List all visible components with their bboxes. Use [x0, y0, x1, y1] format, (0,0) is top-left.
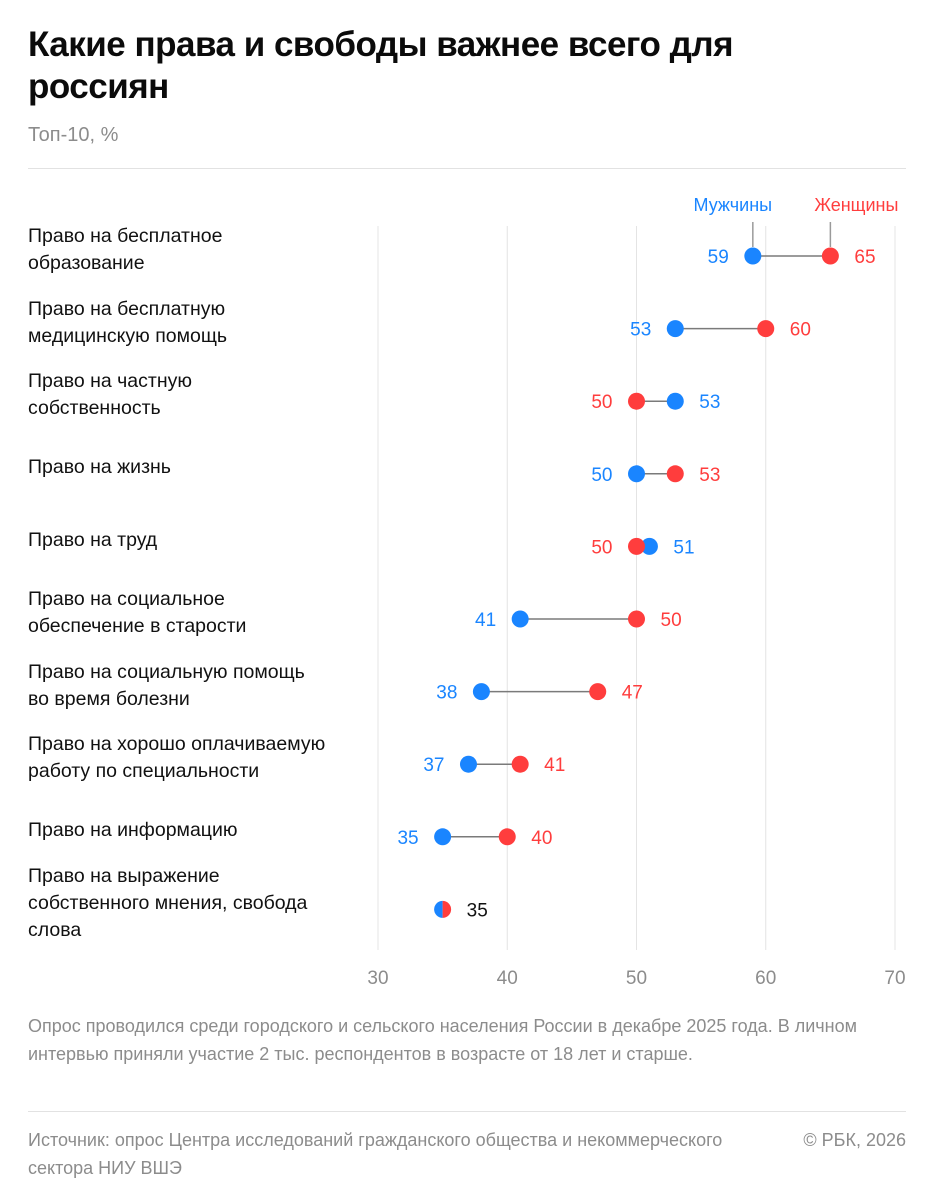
x-tick-label-60: 60 — [755, 968, 776, 989]
value-label-women-8: 40 — [531, 828, 552, 849]
value-label-men-5: 41 — [475, 610, 496, 631]
row-label-7: Право на хорошо оплачиваемую работу по сп… — [28, 731, 368, 785]
value-label-men-1: 53 — [630, 320, 651, 341]
x-tick-label-70: 70 — [884, 968, 905, 989]
value-label-women-0: 65 — [854, 247, 875, 268]
row-label-8: Право на информацию — [28, 817, 368, 844]
value-label-women-2: 50 — [591, 392, 612, 413]
row-label-line: слова — [28, 918, 82, 941]
value-label-men-6: 38 — [436, 683, 457, 704]
x-tick-label-50: 50 — [626, 968, 647, 989]
row-label-4: Право на труд — [28, 527, 368, 554]
row-label-line: работу по специальности — [28, 760, 260, 783]
row-label-line: Право на выражение — [28, 864, 220, 887]
bottom-divider — [28, 1111, 906, 1112]
row-label-line: Право на жизнь — [28, 456, 171, 479]
row-label-2: Право на частную собственность — [28, 368, 368, 422]
dot-men-7 — [459, 755, 477, 773]
chart-subtitle: Топ-10, % — [28, 124, 119, 146]
source-text: Источник: опрос Центра исследований граж… — [28, 1130, 723, 1178]
row-label-line: обеспечение в старости — [28, 615, 247, 637]
dot-men-0 — [744, 247, 762, 265]
row-label-line: Право на бесплатное — [28, 225, 223, 247]
value-label-women-6: 47 — [622, 683, 643, 704]
copyright: © РБК, 2026 — [803, 1130, 906, 1150]
row-label-line: Право на труд — [28, 528, 158, 551]
row-label-1: Право на бесплатную медицинскую помощь — [28, 296, 368, 350]
dot-men-2 — [666, 392, 684, 410]
row-label-line: Право на частную — [28, 370, 192, 393]
x-tick-label-40: 40 — [497, 968, 518, 989]
dot-men-6 — [472, 683, 490, 701]
row-label-line: Право на информацию — [28, 819, 238, 842]
dot-tie-women-9 — [442, 900, 452, 918]
dot-women-8 — [498, 828, 516, 846]
row-label-line: Право на социальную помощь — [28, 660, 305, 683]
survey-note: Опрос проводился среди городского и сель… — [28, 1016, 857, 1064]
dot-women-2 — [628, 392, 645, 410]
row-label-line: во время болезни — [28, 687, 190, 710]
dot-men-4 — [640, 537, 658, 555]
dot-women-3 — [666, 465, 684, 483]
dot-women-0 — [821, 247, 839, 265]
row-label-line: собственного мнения, свобода — [28, 891, 308, 914]
row-label-9: Право на выражение собственного мнения, с… — [28, 863, 368, 944]
top-divider — [28, 168, 906, 169]
row-label-3: Право на жизнь — [28, 454, 368, 481]
value-label-men-2: 53 — [699, 392, 720, 413]
value-label-women-5: 50 — [661, 610, 682, 631]
dot-women-7 — [511, 755, 529, 773]
dot-men-5 — [511, 610, 529, 628]
dot-women-5 — [628, 610, 645, 628]
row-label-line: Право на хорошо оплачиваемую — [28, 733, 326, 756]
dumbbell-chart: 30 40 50 60 70 Мужчины Женщины 59 65 53 60 53 50 50 53… — [367, 195, 905, 989]
row-label-line: Право на социальное — [28, 588, 225, 610]
row-label-line: собственность — [28, 397, 161, 420]
row-label-line: медицинскую помощь — [28, 324, 228, 347]
value-label-women-1: 60 — [790, 320, 811, 341]
dot-men-1 — [666, 320, 684, 338]
dot-women-6 — [589, 683, 607, 701]
value-label-women-3: 53 — [699, 465, 720, 486]
value-label-men-4: 51 — [673, 537, 694, 558]
value-label-women-4: 50 — [591, 537, 612, 558]
row-label-5: Право на социальное обеспечение в старост… — [28, 586, 368, 640]
value-label-tie-9: 35 — [467, 900, 488, 921]
value-label-women-7: 41 — [544, 755, 565, 776]
dot-men-3 — [628, 465, 645, 483]
dot-men-8 — [434, 828, 452, 846]
value-label-men-8: 35 — [397, 828, 418, 849]
dot-women-1 — [757, 320, 775, 338]
dot-women-4 — [628, 537, 645, 555]
value-label-men-7: 37 — [423, 755, 444, 776]
row-label-6: Право на социальную помощь во время болез… — [28, 659, 368, 713]
chart-title: Какие права и свободы важнее всего для р… — [28, 25, 734, 106]
row-label-line: Право на бесплатную — [28, 297, 226, 320]
row-label-0: Право на бесплатное образование — [28, 223, 368, 277]
legend-men: Мужчины — [694, 195, 773, 215]
x-tick-label-30: 30 — [367, 968, 388, 989]
value-label-men-0: 59 — [708, 247, 729, 268]
legend-women: Женщины — [814, 195, 898, 215]
row-label-line: образование — [28, 252, 145, 274]
dot-tie-men-9 — [434, 900, 443, 918]
value-label-men-3: 50 — [591, 465, 612, 486]
